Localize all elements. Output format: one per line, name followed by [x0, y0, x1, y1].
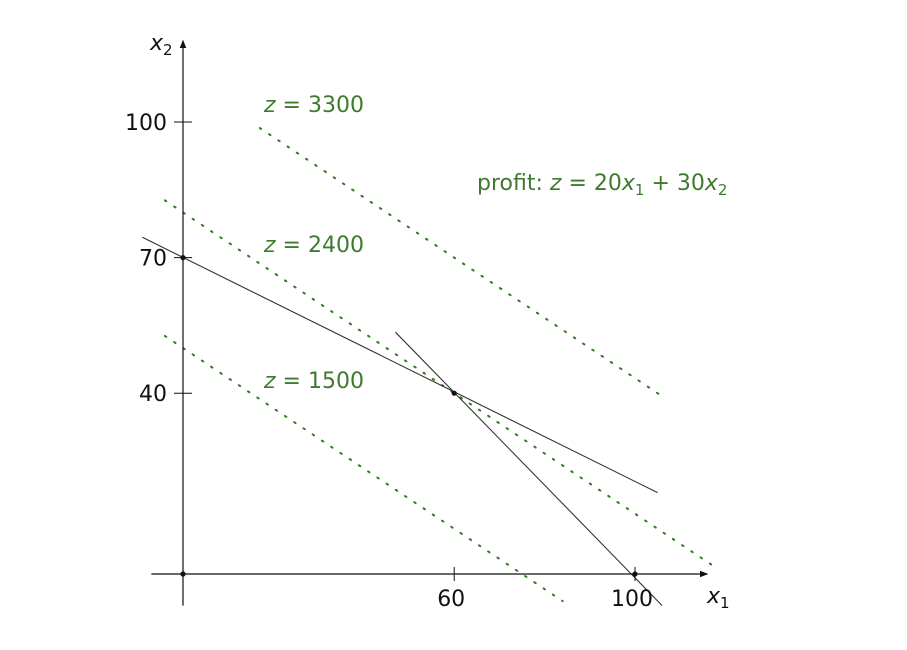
axis-ticks: 60 100 40 70 100: [125, 111, 653, 612]
isoprofit-lines: [163, 127, 718, 603]
isoprofit-line-2400: [163, 199, 718, 569]
profit-function-label: profit: z = 20x1 + 30x2: [477, 171, 727, 199]
y-tick-label-40: 40: [139, 382, 167, 407]
x-axis-label: x1: [706, 584, 730, 612]
point-0-70: [180, 255, 186, 261]
point-0-0: [180, 571, 186, 577]
constraint-line-2: [395, 331, 663, 607]
point-60-40: [451, 390, 457, 396]
corner-points: [180, 255, 638, 577]
y-axis-label: x2: [149, 31, 173, 59]
isoprofit-label-1500: z = 1500: [263, 369, 364, 394]
x-tick-label-100: 100: [611, 587, 653, 612]
isoprofit-line-3300: [258, 127, 664, 398]
point-100-0: [632, 571, 638, 577]
y-tick-label-70: 70: [139, 247, 167, 272]
constraint-line-1: [142, 236, 658, 494]
constraint-lines: [142, 236, 663, 607]
isoprofit-label-2400: z = 2400: [263, 233, 364, 258]
x-tick-label-60: 60: [437, 587, 465, 612]
isoprofit-label-3300: z = 3300: [263, 93, 364, 118]
isoprofit-line-1500: [163, 334, 564, 603]
y-tick-label-100: 100: [125, 111, 167, 136]
